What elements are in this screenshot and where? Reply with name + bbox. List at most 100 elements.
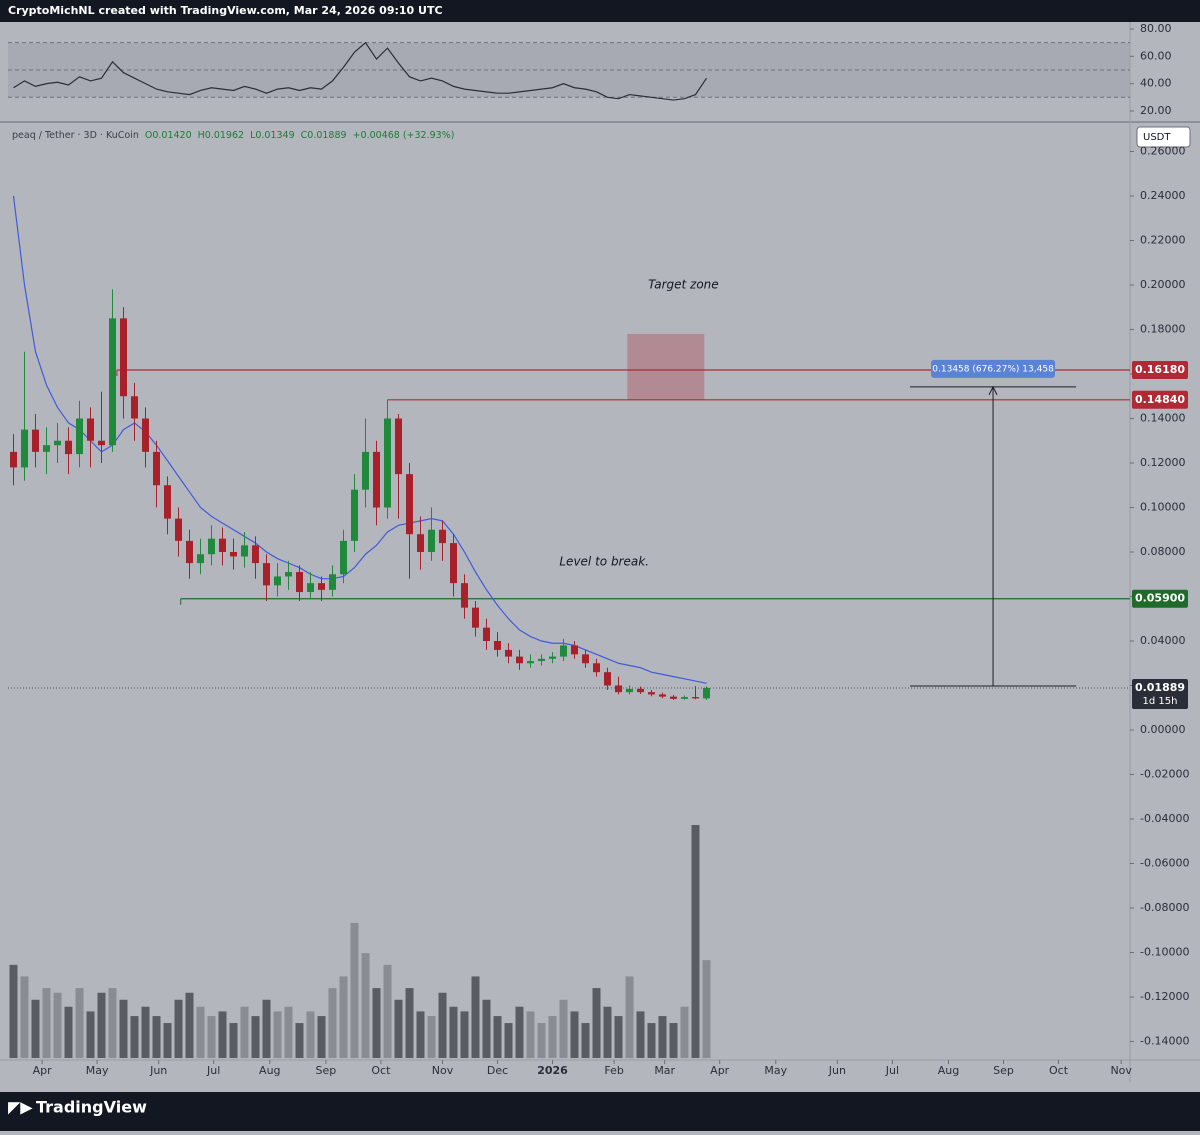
volume-bar [350, 922, 359, 1058]
volume-bar [262, 999, 271, 1058]
volume-bar [526, 1011, 535, 1058]
x-tick-label: Mar [654, 1064, 675, 1077]
price-label: 0.16180 [1135, 363, 1185, 376]
volume-bar [537, 1023, 546, 1058]
volume-bar [669, 1023, 678, 1058]
candle-body [703, 687, 710, 699]
last-price-box [1132, 678, 1188, 709]
volume-bar [339, 976, 348, 1058]
price-label-box [1132, 589, 1188, 608]
candle-body [10, 451, 17, 468]
candle-body [208, 538, 215, 555]
legend: peaq / Tether · 3D · KuCoin O0.01420 H0.01… [12, 130, 454, 141]
volume-bar [647, 1023, 656, 1058]
y-tick-label: 0.22000 [1140, 233, 1186, 246]
candle-body [428, 529, 435, 553]
candle-body [98, 440, 105, 446]
candle-body [76, 418, 83, 455]
volume-bar [603, 1006, 612, 1058]
rsi-tick-label: 40.00 [1140, 77, 1172, 90]
candle-body [527, 661, 534, 664]
rsi-pane [8, 41, 1130, 101]
candle-body [263, 563, 270, 586]
volume-bar [86, 1011, 95, 1058]
x-tick-label: Feb [604, 1064, 623, 1077]
y-tick-label: 0.08000 [1140, 545, 1186, 558]
candle-body [637, 688, 644, 693]
volume-bar [504, 1023, 513, 1058]
measure-label-box [931, 359, 1056, 378]
footer-logo: TradingView [36, 1098, 147, 1117]
price-label-box [1132, 390, 1188, 409]
x-tick-label: Jul [206, 1064, 220, 1077]
volume-bar [559, 999, 568, 1058]
candle-body [604, 672, 611, 686]
y-tick-label: 0.26000 [1140, 144, 1186, 157]
candle-body [219, 538, 226, 553]
last-price-label: 0.01889 [1135, 681, 1185, 694]
candle-body [439, 529, 446, 544]
candle-body [681, 697, 688, 699]
volume-bar [460, 1011, 469, 1058]
y-tick-label: 0.20000 [1140, 278, 1186, 291]
y-tick-label: -0.14000 [1140, 1035, 1189, 1048]
scales: 80.00 60.00 40.00 20.00 0.26000 0.24000 0.2200… [33, 22, 1190, 1077]
rsi-tick-label: 80.00 [1140, 22, 1172, 35]
candle-body [230, 552, 237, 557]
candle-body [175, 518, 182, 541]
volume-bar [196, 1006, 205, 1058]
x-tick-label: May [764, 1064, 787, 1077]
candle-body [87, 418, 94, 441]
candle-body [406, 474, 413, 535]
volume-bar [449, 1006, 458, 1058]
candle-body [340, 540, 347, 575]
volume-pane [9, 825, 711, 1058]
x-tick-label: Oct [371, 1064, 391, 1077]
volume-bar [328, 988, 337, 1058]
annotation: Target zone [648, 277, 719, 291]
volume-bar [317, 1016, 326, 1058]
x-tick-label: Dec [487, 1064, 508, 1077]
candle-body [483, 627, 490, 642]
price-label: 0.05900 [1135, 592, 1185, 605]
y-tick-label: -0.04000 [1140, 812, 1189, 825]
target-zone [627, 333, 705, 400]
volume-bar [152, 1016, 161, 1058]
candle-body [461, 583, 468, 608]
volume-bar [130, 1016, 139, 1058]
volume-bar [702, 960, 711, 1058]
y-tick-label: -0.08000 [1140, 901, 1189, 914]
volume-bar [680, 1006, 689, 1058]
volume-bar [416, 1011, 425, 1058]
candle-body [186, 540, 193, 564]
volume-bar [174, 999, 183, 1058]
candle-body [285, 572, 292, 577]
volume-bar [383, 964, 392, 1058]
candle-body [164, 485, 171, 519]
candle-body [505, 649, 512, 657]
volume-bar [108, 988, 117, 1058]
candle-body [252, 545, 259, 564]
volume-bar [306, 1011, 315, 1058]
volume-bar [218, 1011, 227, 1058]
y-tick-label: -0.10000 [1140, 946, 1189, 959]
volume-bar [493, 1016, 502, 1058]
x-tick-label: Jun [149, 1064, 167, 1077]
x-tick-label: Oct [1049, 1064, 1069, 1077]
candle-body [197, 554, 204, 564]
volume-bar [229, 1023, 238, 1058]
price-pane: 0.13458 (676.27%) 13,458 Target zone Level… [8, 195, 1130, 700]
volume-bar [163, 1023, 172, 1058]
price-label-box [1132, 360, 1188, 379]
volume-bar [251, 1016, 260, 1058]
countdown: 1d 15h [1143, 696, 1178, 707]
volume-bar [636, 1011, 645, 1058]
volume-bar [31, 999, 40, 1058]
y-tick-label: 0.24000 [1140, 189, 1186, 202]
volume-bar [658, 1016, 667, 1058]
volume-bar [9, 964, 18, 1058]
x-tick-label: Nov [432, 1064, 454, 1077]
legend-value: L0.01349 [250, 130, 295, 141]
candle-body [373, 451, 380, 508]
